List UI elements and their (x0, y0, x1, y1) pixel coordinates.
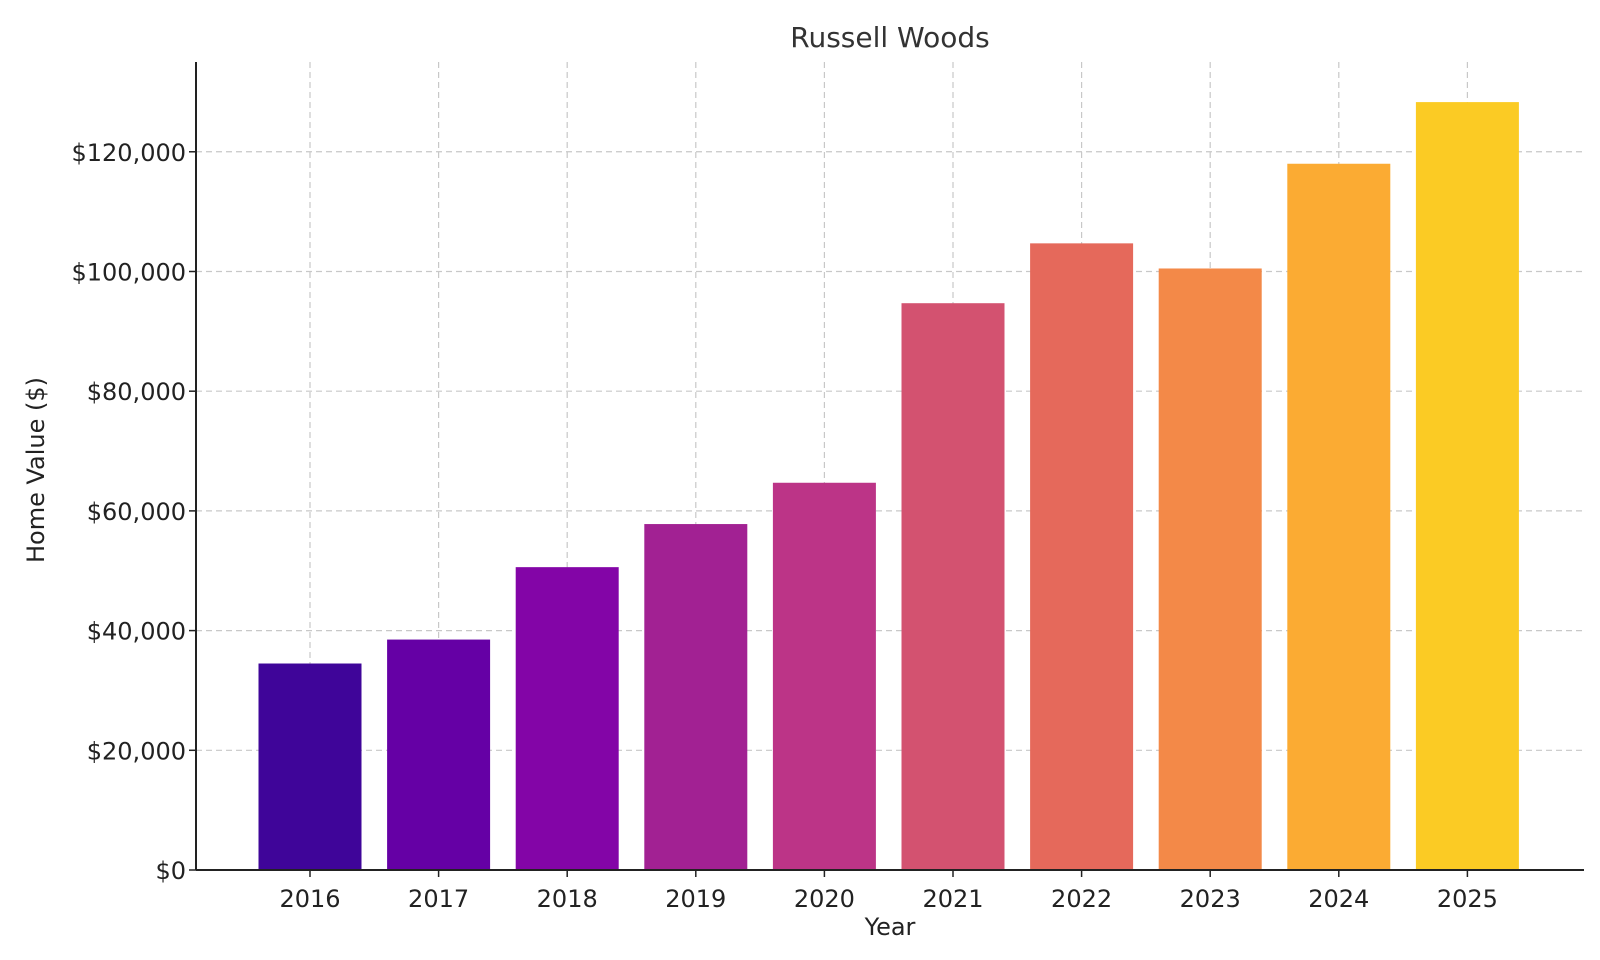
x-tick-label: 2024 (1308, 885, 1369, 913)
x-tick-label: 2022 (1051, 885, 1112, 913)
x-axis-label: Year (864, 913, 916, 941)
chart-title: Russell Woods (790, 21, 989, 54)
y-tick-label: $80,000 (87, 378, 186, 406)
y-tick-label: $60,000 (87, 498, 186, 526)
bar-2025 (1415, 102, 1519, 871)
bar-2024 (1287, 163, 1391, 870)
y-tick-labels: $0 $20,000 $40,000 $60,000 $80,000 $100,000 $1… (71, 139, 196, 885)
x-tick-labels: 2016 2017 2018 2019 2020 2021 2022 2023 2024 2025 (279, 870, 1498, 913)
x-tick-label: 2025 (1437, 885, 1498, 913)
x-tick-label: 2018 (537, 885, 598, 913)
bar-2021 (901, 303, 1005, 870)
x-tick-label: 2016 (279, 885, 340, 913)
x-tick-label: 2017 (408, 885, 469, 913)
bar-2022 (1030, 243, 1134, 871)
x-tick-label: 2020 (794, 885, 855, 913)
bar-2018 (515, 567, 619, 870)
bars (258, 102, 1519, 871)
y-axis-label: Home Value ($) (22, 377, 50, 563)
x-tick-label: 2023 (1180, 885, 1241, 913)
x-tick-label: 2019 (665, 885, 726, 913)
bar-2016 (258, 663, 362, 870)
y-tick-label: $120,000 (71, 139, 186, 167)
y-tick-label: $40,000 (87, 618, 186, 646)
y-tick-label: $100,000 (71, 258, 186, 286)
bar-2023 (1158, 268, 1262, 870)
y-tick-label: $20,000 (87, 737, 186, 765)
bar-2020 (772, 482, 876, 870)
bar-2017 (387, 639, 491, 870)
axes (195, 62, 1584, 871)
x-tick-label: 2021 (922, 885, 983, 913)
bar-2019 (644, 524, 748, 870)
y-tick-label: $0 (155, 857, 186, 885)
